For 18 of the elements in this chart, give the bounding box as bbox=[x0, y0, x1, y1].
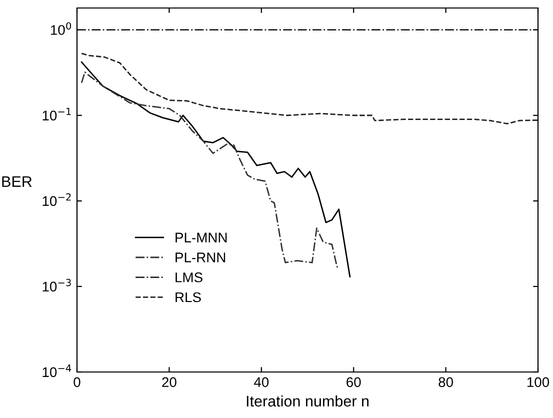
y-tick-label: 10$^{−3}$ bbox=[42, 278, 71, 292]
x-tick-label: 100 bbox=[527, 377, 550, 388]
y-tick-label: 10$^{0}$ bbox=[50, 22, 72, 35]
y-tick-label: 10$^{−4}$ bbox=[42, 364, 72, 378]
legend-label: PL-MNN bbox=[176, 232, 227, 242]
x-tick-label: 20 bbox=[162, 377, 176, 388]
y-axis-title: BER bbox=[2, 176, 32, 187]
x-axis-title: Iteration number n bbox=[246, 395, 369, 407]
legend-label: PL-RNN bbox=[176, 252, 226, 262]
y-tick-label: 10$^{−2}$ bbox=[42, 193, 71, 206]
y-tick-label: 10$^{−1}$ bbox=[42, 108, 71, 120]
x-tick-label: 0 bbox=[74, 377, 80, 388]
legend-label: LMS bbox=[176, 272, 202, 282]
line-series bbox=[80, 52, 538, 124]
x-tick-label: 60 bbox=[346, 377, 361, 388]
x-tick-label: 40 bbox=[254, 377, 269, 388]
legend-label: RLS bbox=[176, 292, 201, 302]
x-tick-label: 80 bbox=[438, 377, 453, 388]
